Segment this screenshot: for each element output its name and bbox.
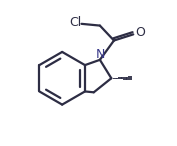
Text: Cl: Cl: [69, 16, 81, 29]
Text: O: O: [135, 26, 145, 39]
Text: N: N: [96, 48, 105, 61]
